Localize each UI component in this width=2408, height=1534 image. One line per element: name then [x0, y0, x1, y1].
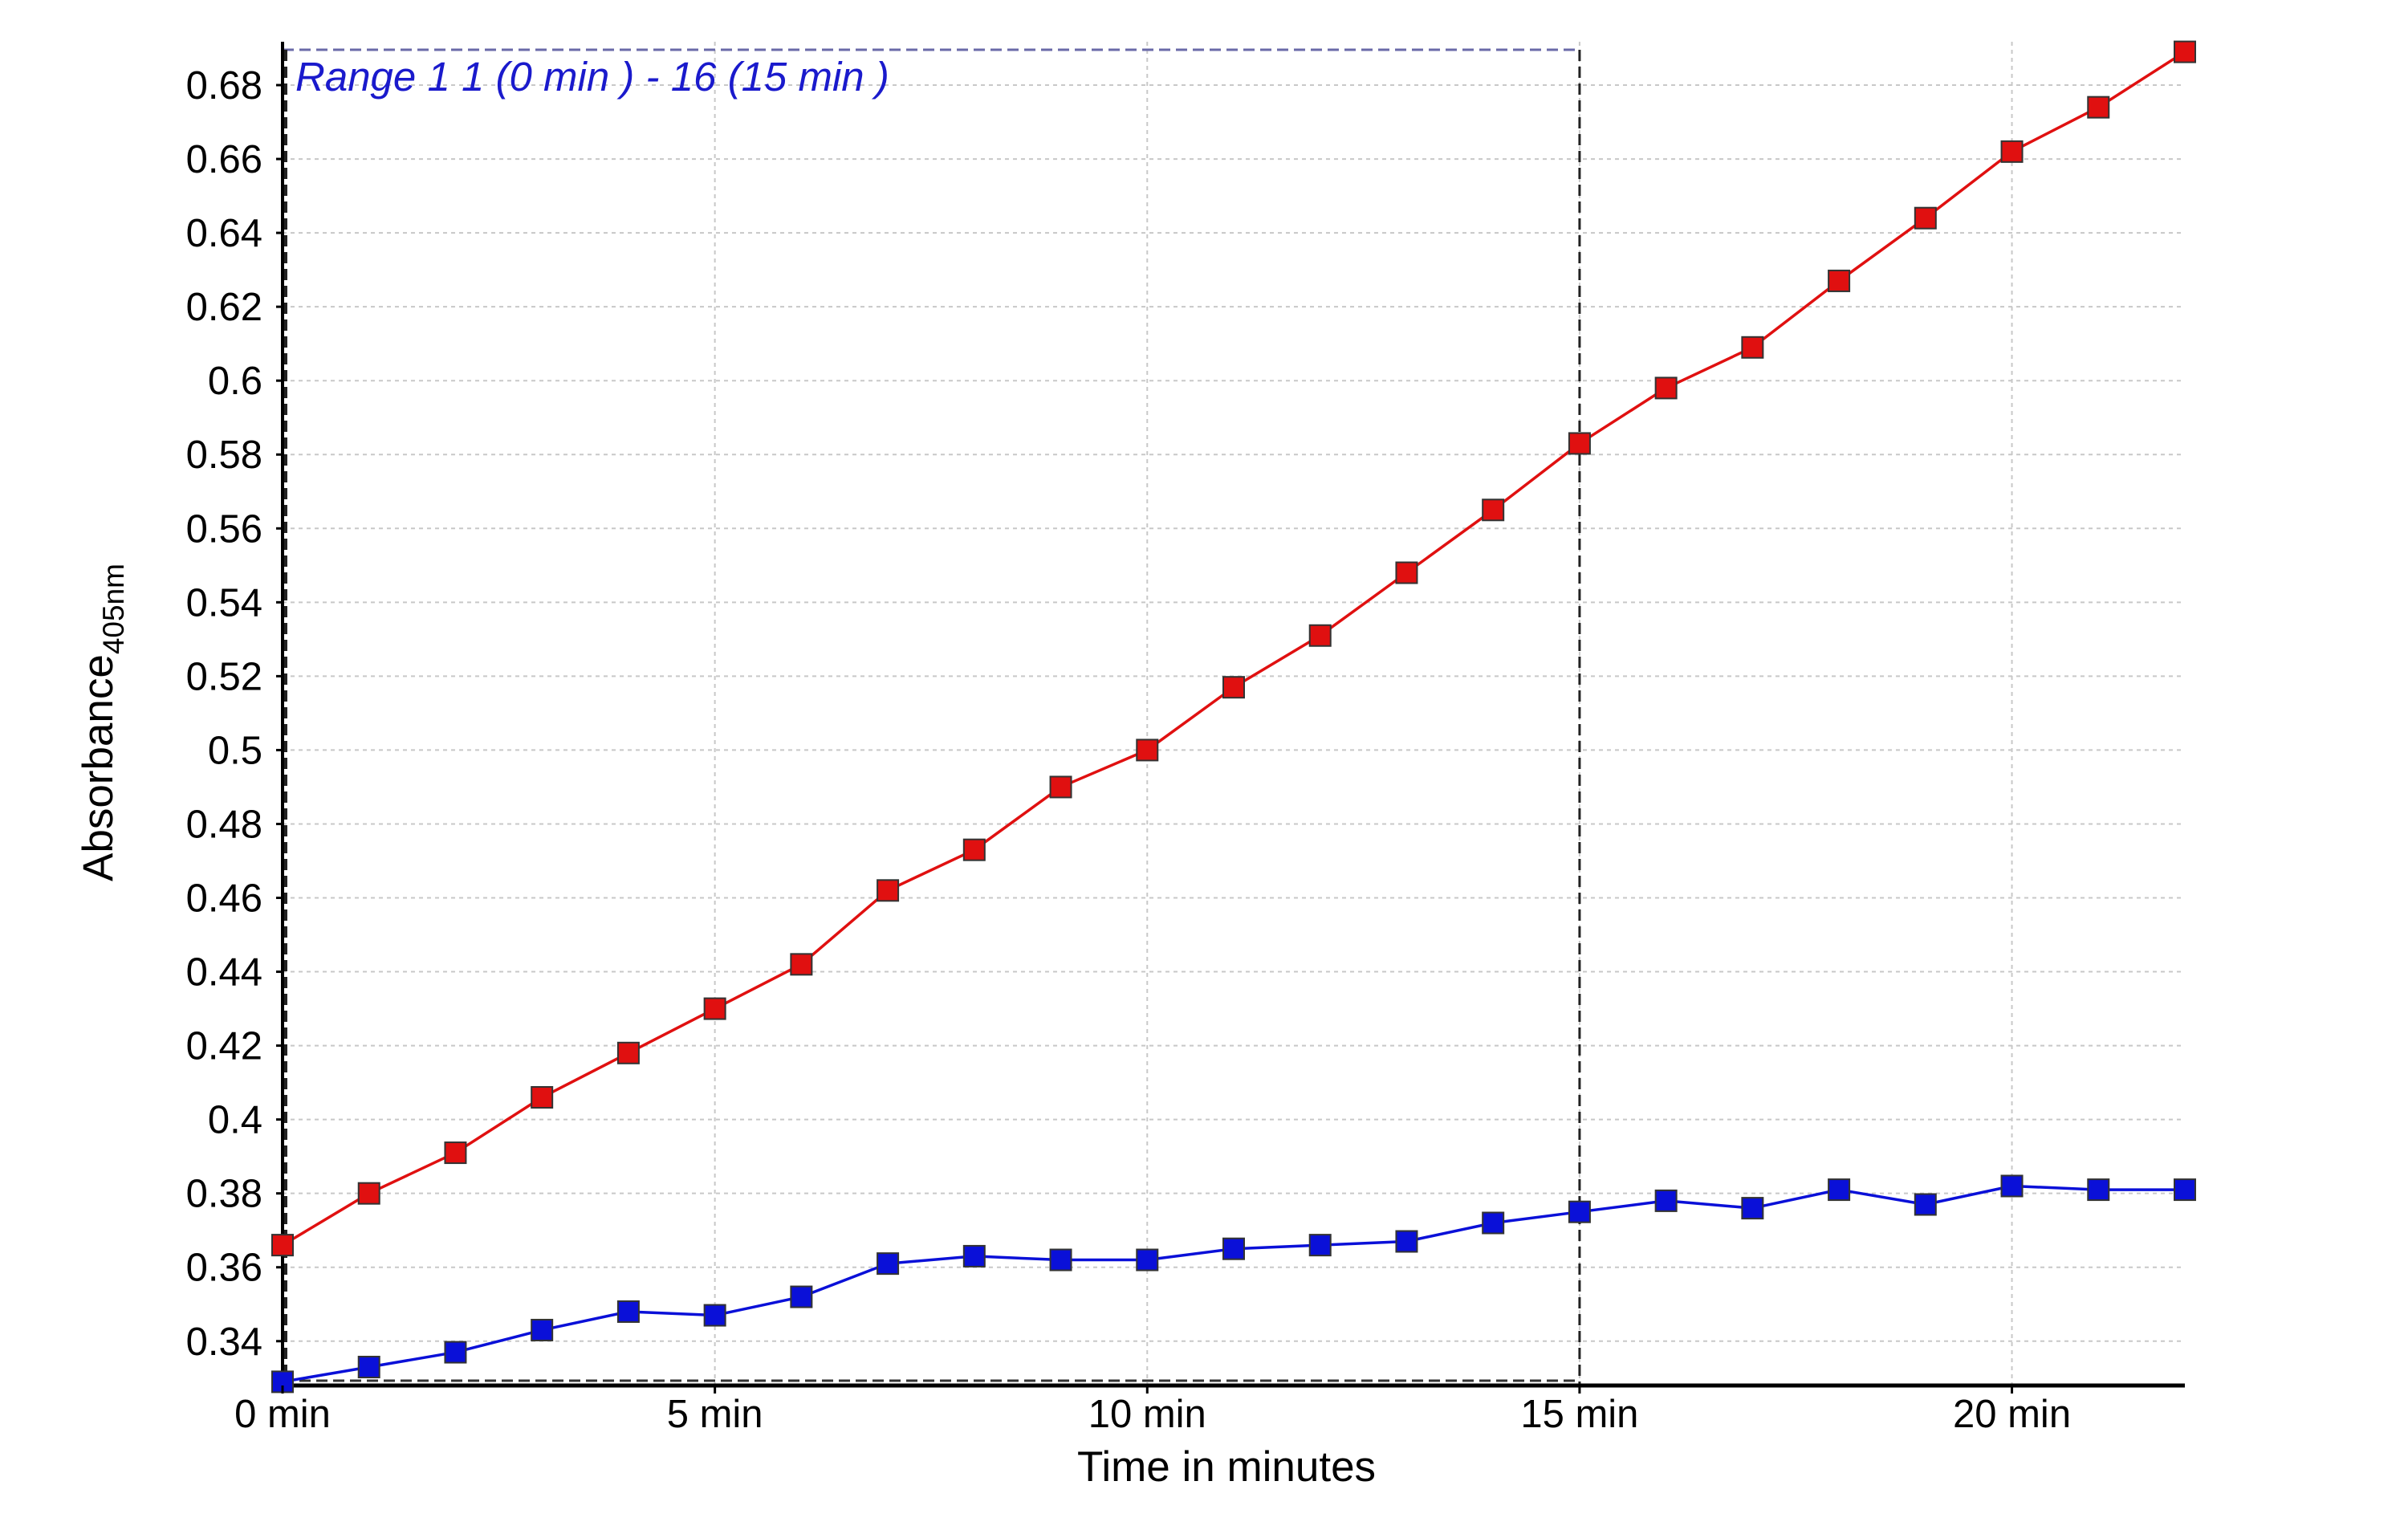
y-tick-label: 0.38 [186, 1173, 262, 1216]
series-2-point [1482, 1211, 1505, 1235]
series-2-point [1828, 1178, 1851, 1202]
x-axis-title: Time in minutes [1077, 1443, 1376, 1491]
series-2-line [282, 1184, 2185, 1384]
series-1-point [1741, 336, 1764, 359]
series-1-point [1395, 561, 1418, 584]
series-2-point [1308, 1234, 1332, 1257]
series-1-point [790, 953, 813, 976]
series-2-point [1654, 1189, 1678, 1212]
series-2-point [703, 1304, 726, 1327]
y-tick-label: 0.52 [186, 655, 262, 698]
series-2-point [2000, 1174, 2024, 1198]
y-tick-label: 0.58 [186, 433, 262, 477]
tick-labels: 0.34 0.36 0.38 0.4 0.42 0.44 0.46 0.48 0.5 0.52 0.… [186, 64, 2071, 1436]
series-2-point [2174, 1178, 2196, 1202]
series-2-point [1741, 1197, 1764, 1220]
series-1-point [1222, 676, 1245, 699]
y-tick-label: 0.46 [186, 877, 262, 921]
series-1-line [282, 51, 2186, 1247]
y-tick-label: 0.62 [186, 286, 262, 329]
range-label: Range 1 1 (0 min ) - 16 (15 min ) [295, 54, 889, 100]
series-2-point [1914, 1193, 1937, 1216]
series-1-point [444, 1141, 467, 1165]
series-1-point [1308, 624, 1332, 647]
x-tick-label: 5 min [667, 1393, 763, 1436]
series-1-point [2087, 96, 2110, 119]
series-1-point [2000, 140, 2024, 163]
y-tick-label: 0.54 [186, 581, 262, 625]
series-2-point [1049, 1248, 1072, 1272]
y-tick-label: 0.34 [186, 1320, 262, 1364]
y-axis-title: Absorbance405nm [75, 564, 130, 881]
series-2-point [357, 1355, 380, 1378]
series-1-point [1136, 739, 1159, 762]
series-2-point [1136, 1248, 1159, 1272]
series-1-point [616, 1041, 640, 1064]
series-2-point [531, 1318, 554, 1341]
y-tick-label: 0.44 [186, 951, 262, 995]
series-2-point [877, 1252, 900, 1276]
series-layer [271, 40, 2196, 1394]
series-1-point [271, 1234, 294, 1257]
y-tick-label: 0.48 [186, 803, 262, 846]
series-1-point [1482, 498, 1505, 522]
series-2-point [2087, 1178, 2110, 1202]
y-tick-label: 0.6 [208, 360, 262, 403]
axes [281, 42, 2185, 1388]
series-1-point [1914, 206, 1937, 230]
series-1-point [1654, 376, 1678, 400]
y-axis-title-subscript: 405nm [97, 564, 130, 654]
range-selection: Range 1 1 (0 min ) - 16 (15 min ) [283, 48, 1581, 1385]
y-tick-label: 0.64 [186, 212, 262, 255]
series-2-point [616, 1300, 640, 1323]
series-2-point [1568, 1200, 1591, 1223]
x-tick-label: 20 min [1953, 1393, 2071, 1436]
series-1-point [703, 997, 726, 1020]
series-2-point [1222, 1237, 1245, 1260]
y-tick-label: 0.36 [186, 1247, 262, 1290]
series-1-point [2174, 40, 2196, 63]
y-tick-label: 0.42 [186, 1025, 262, 1068]
series-1-point [962, 838, 986, 861]
x-tick-label: 15 min [1520, 1393, 1638, 1436]
x-tick-label: 0 min [234, 1393, 331, 1436]
grid [282, 42, 2185, 1385]
series-1-point [877, 879, 900, 902]
y-axis-title-main: Absorbance [75, 654, 122, 881]
series-2-point [444, 1341, 467, 1364]
series-1-point [1568, 432, 1591, 455]
y-tick-label: 0.4 [208, 1099, 262, 1142]
series-1-point [357, 1182, 380, 1205]
series-1-point [1049, 775, 1072, 799]
series-2-point [1395, 1230, 1418, 1253]
y-tick-label: 0.68 [186, 64, 262, 108]
y-tick-label: 0.66 [186, 138, 262, 181]
series-1-point [1828, 269, 1851, 292]
y-tick-label: 0.56 [186, 507, 262, 551]
series-2-point [790, 1285, 813, 1308]
series-2-point [962, 1244, 986, 1267]
series-1-point [531, 1086, 554, 1109]
x-tick-label: 10 min [1088, 1393, 1206, 1436]
y-tick-label: 0.5 [208, 729, 262, 772]
